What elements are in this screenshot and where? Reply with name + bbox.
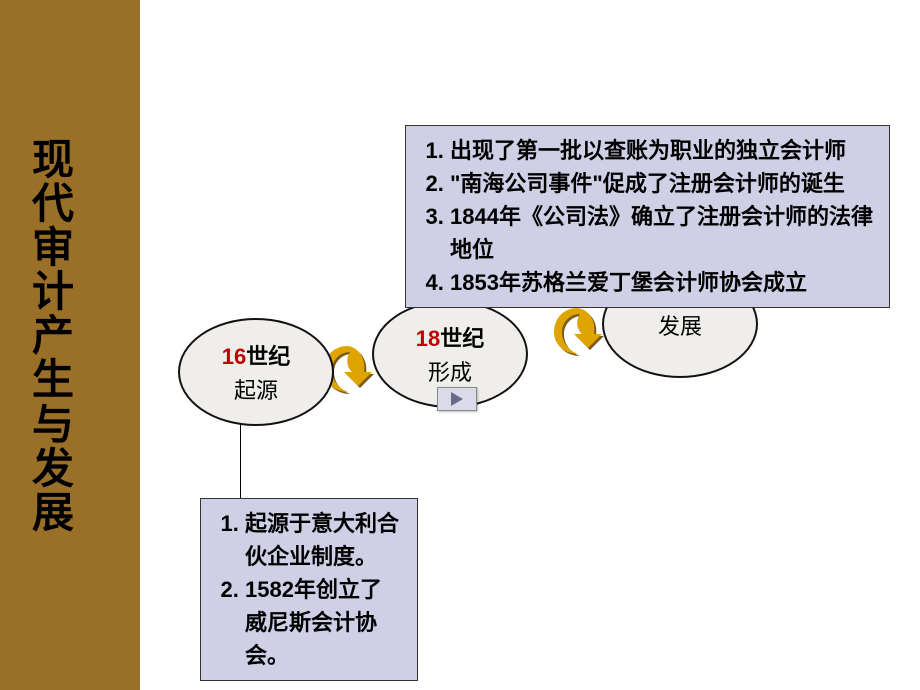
callout-16c-list: 起源于意大利合伙企业制度。1582年创立了威尼斯会计协会。	[245, 499, 417, 680]
diagram-area: 发展 18世纪 形成 16世纪 起源 出现了第一批以查账为职业的独立会计师"南海…	[140, 0, 920, 690]
list-item: 1582年创立了威尼斯会计协会。	[245, 573, 403, 672]
vertical-title: 现代审计产生与发展	[32, 138, 74, 535]
century-num: 18	[416, 326, 440, 351]
stage-ellipse-origin: 16世纪 起源	[178, 318, 334, 426]
stage-sub: 起源	[234, 373, 278, 405]
list-item: 1853年苏格兰爱丁堡会计师协会成立	[450, 266, 875, 299]
connector-line	[240, 424, 241, 498]
list-item: 出现了第一批以查账为职业的独立会计师	[450, 134, 875, 167]
callout-18c: 出现了第一批以查账为职业的独立会计师"南海公司事件"促成了注册会计师的诞生184…	[405, 125, 890, 308]
stage-sub: 形成	[428, 355, 472, 387]
century-num: 16	[222, 344, 246, 369]
callout-16c: 起源于意大利合伙企业制度。1582年创立了威尼斯会计协会。	[200, 498, 418, 681]
list-item: 1844年《公司法》确立了注册会计师的法律地位	[450, 200, 875, 266]
callout-18c-list: 出现了第一批以查账为职业的独立会计师"南海公司事件"促成了注册会计师的诞生184…	[450, 126, 889, 307]
list-item: "南海公司事件"促成了注册会计师的诞生	[450, 167, 875, 200]
stage-sub: 发展	[658, 309, 702, 341]
play-button[interactable]	[437, 387, 477, 411]
century-suffix: 世纪	[440, 326, 484, 351]
list-item: 起源于意大利合伙企业制度。	[245, 507, 403, 573]
century-suffix: 世纪	[246, 344, 290, 369]
swirl-arrow-icon	[548, 300, 608, 365]
